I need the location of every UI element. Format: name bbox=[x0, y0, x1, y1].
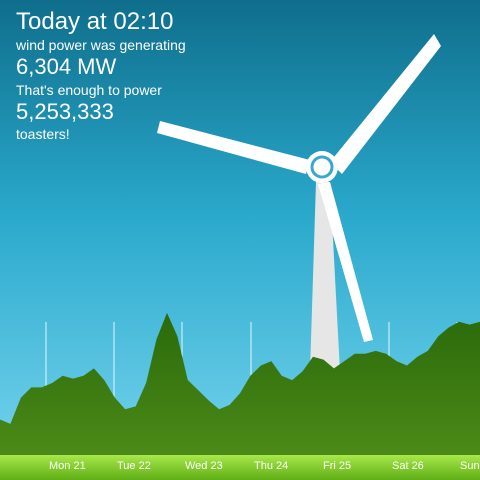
day-label: Mon 21 bbox=[49, 460, 86, 472]
day-label: Sat 26 bbox=[392, 460, 424, 472]
toaster-label: toasters! bbox=[16, 126, 70, 142]
current-time: Today at 02:10 bbox=[16, 8, 174, 35]
turbine-blade-upper bbox=[330, 34, 441, 174]
ground-strip bbox=[0, 455, 480, 480]
day-label: Wed 23 bbox=[185, 460, 223, 472]
generating-label: wind power was generating bbox=[16, 37, 186, 53]
power-trend-area bbox=[0, 312, 480, 456]
turbine-blade-lower bbox=[318, 182, 373, 342]
day-label: Sun bbox=[460, 460, 480, 472]
turbine-blade-left bbox=[157, 121, 310, 174]
enough-label: That's enough to power bbox=[16, 82, 162, 98]
toaster-count: 5,253,333 bbox=[16, 99, 114, 124]
day-label: Thu 24 bbox=[254, 460, 289, 472]
power-value: 6,304 MW bbox=[16, 54, 117, 79]
day-label: Tue 22 bbox=[117, 460, 151, 472]
wind-turbine-icon bbox=[157, 34, 441, 372]
turbine-hub-ring bbox=[310, 155, 334, 179]
day-label: Fri 25 bbox=[323, 460, 352, 472]
